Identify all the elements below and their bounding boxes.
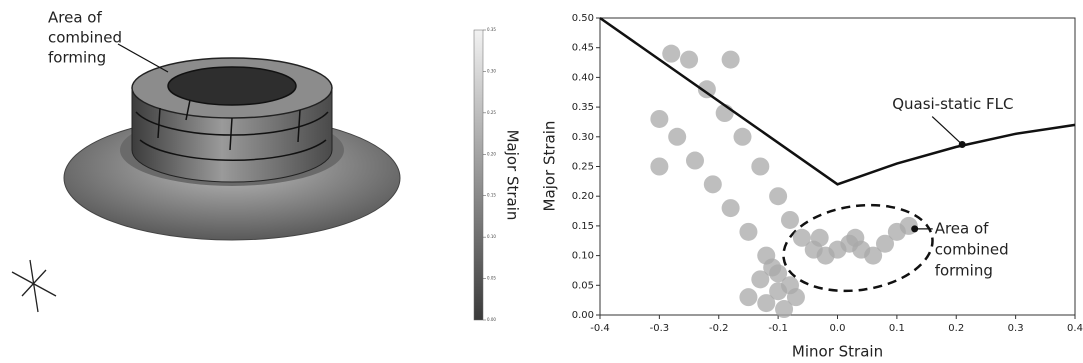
- y-tick-label: 0.15: [487, 193, 496, 198]
- data-point: [704, 175, 722, 193]
- annotation-text: Quasi-static FLC: [892, 95, 1013, 113]
- x-tick-label: 0.3: [1008, 323, 1024, 334]
- data-point: [769, 187, 787, 205]
- data-point: [662, 45, 680, 63]
- annotation-text: forming: [935, 261, 993, 279]
- y-tick-label: 0.20: [572, 191, 594, 202]
- x-tick-label: 0.2: [948, 323, 964, 334]
- data-point: [763, 258, 781, 276]
- colorbar-scale: [474, 30, 483, 320]
- annotation-leader: [932, 117, 962, 145]
- y-tick-label: 0.10: [487, 234, 496, 239]
- y-tick-label: 0.25: [572, 162, 594, 173]
- annotation-text: Area of: [935, 219, 989, 237]
- data-point: [686, 152, 704, 170]
- x-tick-label: -0.4: [590, 323, 610, 334]
- data-point: [722, 51, 740, 69]
- y-tick-label: 0.05: [487, 276, 496, 281]
- y-tick-label: 0.00: [572, 310, 594, 321]
- y-tick-label: 0.05: [572, 280, 594, 291]
- annotation-text: combined: [935, 240, 1009, 258]
- data-point: [769, 282, 787, 300]
- y-tick-label: 0.00: [487, 317, 496, 322]
- x-tick-label: -0.3: [650, 323, 670, 334]
- annotation-line: Area of: [48, 9, 102, 27]
- data-point: [751, 158, 769, 176]
- y-tick-label: 0.10: [572, 251, 594, 262]
- data-point: [775, 300, 793, 318]
- data-point: [668, 128, 686, 146]
- colorbar: 0.00 0.05 0.10 0.15 0.20 0.25 0.30 0.35 Major St…: [474, 27, 522, 322]
- y-axis-label: Major Strain: [541, 121, 559, 212]
- colorbar-label: Major Strain: [504, 130, 522, 221]
- data-point: [650, 110, 668, 128]
- x-tick-label: 0.0: [830, 323, 846, 334]
- x-tick-label: -0.2: [709, 323, 729, 334]
- page: {"left_panel": {"annotation": ["Area of"…: [0, 0, 1083, 363]
- y-tick-label: 0.40: [572, 72, 594, 83]
- y-tick-label: 0.50: [572, 13, 594, 24]
- data-point: [734, 128, 752, 146]
- y-tick-label: 0.30: [487, 68, 496, 73]
- y-tick-label: 0.35: [572, 102, 594, 113]
- x-axis-label: Minor Strain: [792, 343, 883, 361]
- data-point: [811, 229, 829, 247]
- y-tick-label: 0.20: [487, 151, 496, 156]
- data-point: [781, 211, 799, 229]
- part-render: [12, 44, 400, 312]
- y-tick-label: 0.15: [572, 221, 594, 232]
- y-tick-label: 0.35: [487, 27, 496, 32]
- y-tick-label: 0.25: [487, 110, 496, 115]
- annotation-line: combined: [48, 29, 122, 47]
- x-tick-label: 0.4: [1067, 323, 1083, 334]
- data-point: [722, 199, 740, 217]
- scatter-chart: 0.00 0.05 0.10 0.15 0.20 0.25 0.30 0.35 0.40 0.45…: [541, 13, 1083, 361]
- data-point: [680, 51, 698, 69]
- annotation-line: forming: [48, 49, 106, 67]
- data-point: [739, 223, 757, 241]
- data-point: [846, 229, 864, 247]
- render-annotation: Area of combined forming: [48, 9, 122, 67]
- x-tick-label: -0.1: [768, 323, 788, 334]
- data-point: [739, 288, 757, 306]
- y-tick-label: 0.45: [572, 43, 594, 54]
- data-point: [650, 158, 668, 176]
- x-tick-label: 0.1: [889, 323, 905, 334]
- figure: Area ofcombinedforming 0.000.050.100.150…: [0, 0, 1083, 363]
- y-tick-label: 0.30: [572, 132, 594, 143]
